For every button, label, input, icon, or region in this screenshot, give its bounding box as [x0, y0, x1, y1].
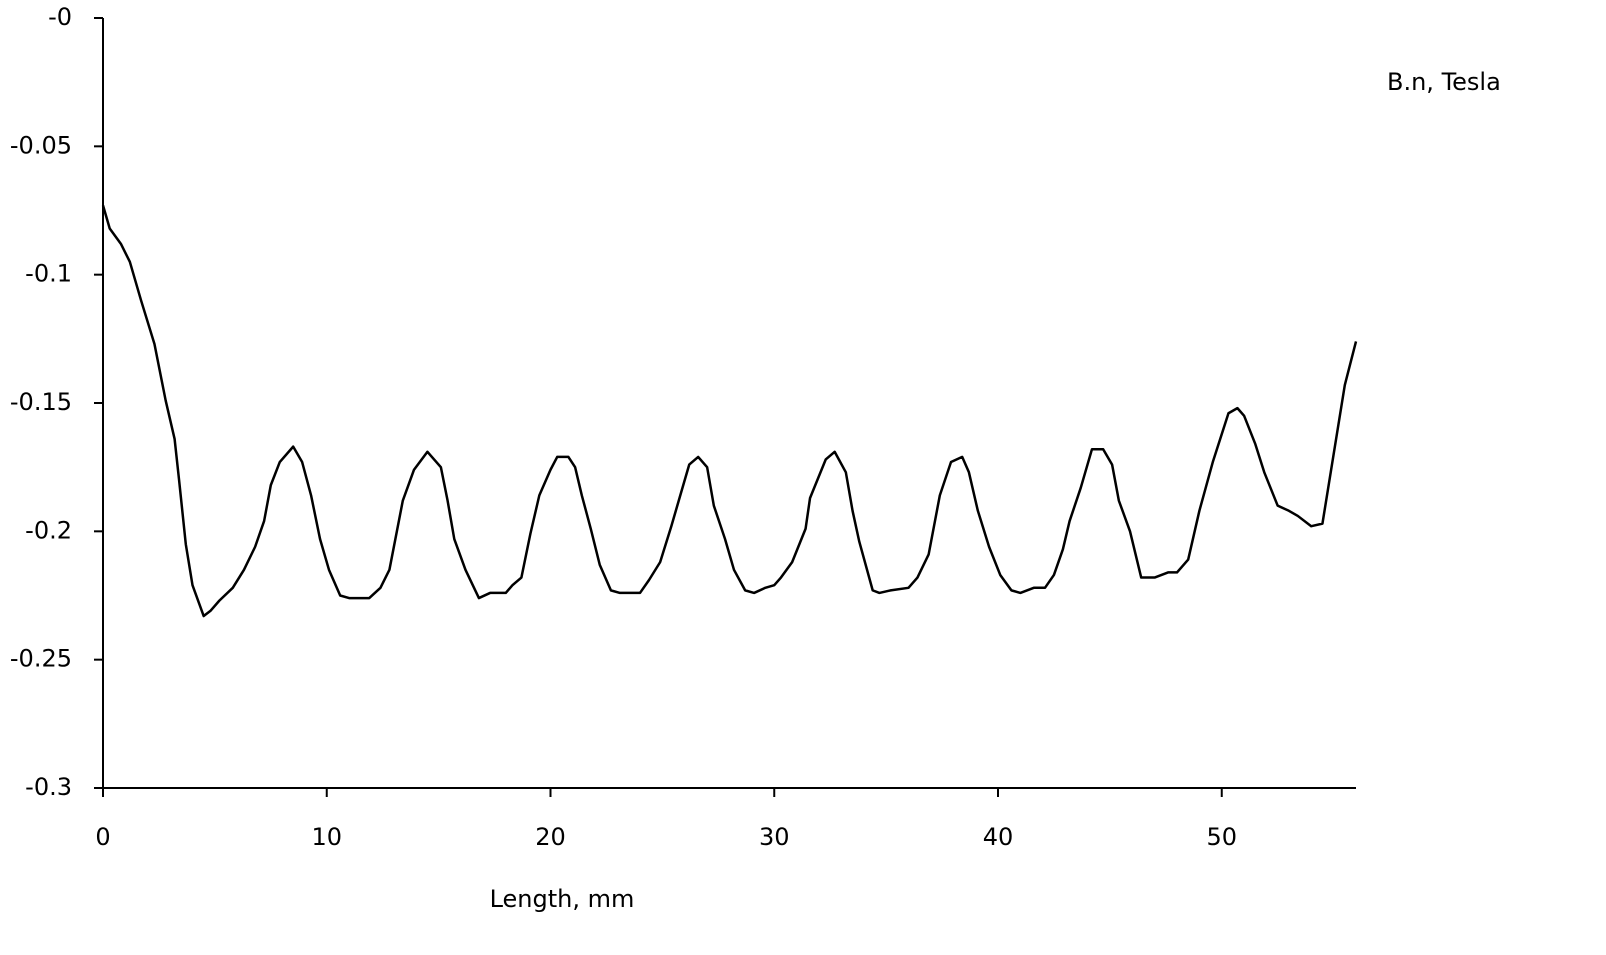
y-tick-label: -0.15: [10, 388, 72, 416]
x-tick-label: 0: [95, 823, 110, 851]
y-tick-label: -0.1: [25, 260, 72, 288]
data-line: [101, 205, 1358, 618]
y-tick-label: -0: [48, 3, 72, 31]
y-axis-label: B.n, Tesla: [1387, 68, 1501, 96]
x-tick-label: 20: [535, 823, 566, 851]
x-axis-label: Length, mm: [490, 885, 635, 913]
y-tick-label: -0.3: [25, 773, 72, 801]
x-tick-label: 30: [759, 823, 790, 851]
y-tick-label: -0.05: [10, 131, 72, 159]
y-tick-label: -0.2: [25, 516, 72, 544]
y-tick-label: -0.25: [10, 645, 72, 673]
x-tick-label: 50: [1206, 823, 1237, 851]
x-tick-label: 10: [311, 823, 342, 851]
x-tick-label: 40: [983, 823, 1014, 851]
